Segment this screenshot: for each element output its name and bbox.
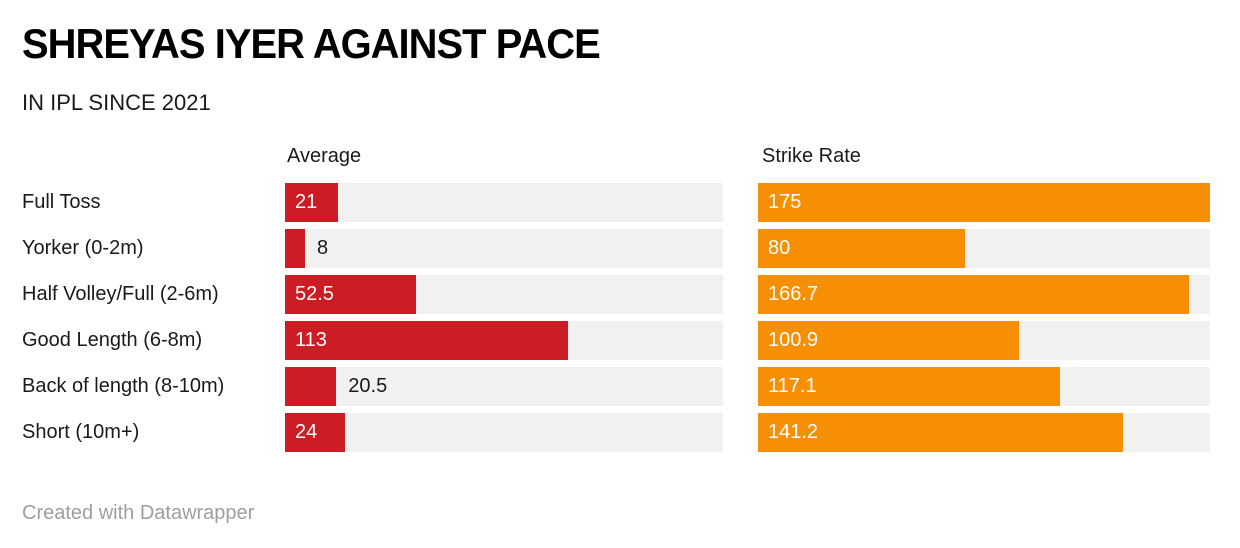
average-bar-track: 20.5 bbox=[285, 367, 723, 406]
bar-value-label: 113 bbox=[295, 329, 327, 351]
chart-title: SHREYAS IYER AGAINST PACE bbox=[22, 20, 601, 67]
column-header-strike-rate: Strike Rate bbox=[762, 145, 861, 167]
strike-rate-bar-track: 141.2 bbox=[758, 413, 1210, 452]
chart-row: Full Toss 21 175 bbox=[22, 183, 1210, 222]
chart-rows: Full Toss 21 175 Yorker (0-2m) 8 80 Half Volle… bbox=[22, 183, 1210, 452]
strike-rate-bar-track: 80 bbox=[758, 229, 1210, 268]
bar-value-label: 8 bbox=[317, 237, 329, 259]
category-header-spacer bbox=[22, 145, 285, 169]
strike-rate-bar-track: 100.9 bbox=[758, 321, 1210, 360]
column-header-average: Average bbox=[287, 145, 362, 167]
average-bar: 24 bbox=[285, 413, 346, 452]
bar-value-label: 100.9 bbox=[768, 329, 819, 351]
category-label: Full Toss bbox=[22, 191, 101, 213]
strike-rate-bar-track: 166.7 bbox=[758, 275, 1210, 314]
column-gap bbox=[723, 413, 758, 452]
category-label: Short (10m+) bbox=[22, 421, 140, 443]
average-bar-track: 8 bbox=[285, 229, 723, 268]
category-label: Yorker (0-2m) bbox=[22, 237, 144, 259]
average-bar-track: 21 bbox=[285, 183, 723, 222]
bar-value-label: 175 bbox=[768, 191, 802, 213]
bar-value-label: 52.5 bbox=[295, 283, 334, 305]
strike-rate-bar: 175 bbox=[758, 183, 1210, 222]
column-gap bbox=[723, 321, 758, 360]
category-label: Good Length (6-8m) bbox=[22, 329, 203, 351]
average-bar-track: 113 bbox=[285, 321, 723, 360]
bar-value-label: 24 bbox=[295, 421, 318, 443]
bar-value-label: 20.5 bbox=[348, 375, 388, 397]
category-label: Back of length (8-10m) bbox=[22, 375, 225, 397]
average-bar: 113 bbox=[285, 321, 568, 360]
strike-rate-bar-track: 175 bbox=[758, 183, 1210, 222]
category-label: Half Volley/Full (2-6m) bbox=[22, 283, 219, 305]
chart-subtitle: IN IPL SINCE 2021 bbox=[22, 90, 211, 115]
column-gap bbox=[723, 229, 758, 268]
chart-row: Back of length (8-10m) 20.5 117.1 bbox=[22, 367, 1210, 406]
strike-rate-bar: 117.1 bbox=[758, 367, 1061, 406]
average-bar-track: 24 bbox=[285, 413, 723, 452]
attribution-text: Created with Datawrapper bbox=[22, 502, 255, 524]
average-bar-track: 52.5 bbox=[285, 275, 723, 314]
chart-row: Short (10m+) 24 141.2 bbox=[22, 413, 1210, 452]
bar-value-label: 166.7 bbox=[768, 283, 819, 305]
column-gap bbox=[723, 367, 758, 406]
strike-rate-bar: 100.9 bbox=[758, 321, 1019, 360]
column-headers-row: Average Strike Rate bbox=[22, 145, 1210, 169]
strike-rate-bar: 166.7 bbox=[758, 275, 1189, 314]
chart-row: Yorker (0-2m) 8 80 bbox=[22, 229, 1210, 268]
column-gap bbox=[725, 145, 760, 169]
split-bar-chart: Average Strike Rate Full Toss 21 175 Yorker… bbox=[22, 145, 1210, 459]
strike-rate-bar: 80 bbox=[758, 229, 965, 268]
strike-rate-bar-track: 117.1 bbox=[758, 367, 1210, 406]
average-bar: 20.5 bbox=[285, 367, 387, 406]
average-bar: 21 bbox=[285, 183, 338, 222]
bar-value-label: 117.1 bbox=[768, 375, 817, 397]
bar-value-label: 141.2 bbox=[768, 421, 819, 443]
bar-value-label: 80 bbox=[768, 237, 791, 259]
bar-value-label: 21 bbox=[295, 191, 318, 213]
column-gap bbox=[723, 183, 758, 222]
chart-row: Good Length (6-8m) 113 100.9 bbox=[22, 321, 1210, 360]
column-gap bbox=[723, 275, 758, 314]
average-bar: 52.5 bbox=[285, 275, 417, 314]
chart-row: Half Volley/Full (2-6m) 52.5 166.7 bbox=[22, 275, 1210, 314]
average-bar: 8 bbox=[285, 229, 328, 268]
strike-rate-bar: 141.2 bbox=[758, 413, 1123, 452]
